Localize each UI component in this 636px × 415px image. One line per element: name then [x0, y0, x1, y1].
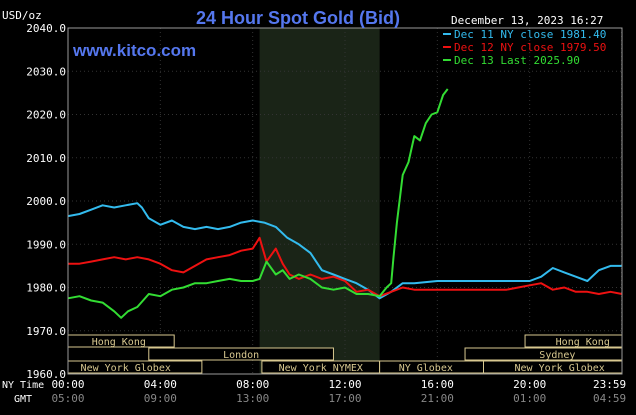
gmt-row-label: GMT	[14, 394, 32, 405]
y-tick-label: 2030.0	[26, 65, 66, 78]
y-tick-label: 1990.0	[26, 238, 66, 251]
y-tick-label: 2010.0	[26, 152, 66, 165]
trading-sessions: Hong Kong Hong Kong London Sydney New York G…	[67, 334, 623, 374]
legend-entry: Dec 12 NY close 1979.50	[454, 41, 606, 54]
session-bar	[148, 347, 334, 361]
session-bar	[379, 360, 484, 374]
session-label: New York NYMEX	[279, 363, 363, 374]
y-tick-label: 1970.0	[26, 325, 66, 338]
y-tick-label: 1960.0	[26, 368, 66, 381]
ny-time-tick-label: 00:00	[51, 378, 84, 391]
ny-time-tick-label: 12:00	[328, 378, 361, 391]
session-label: New York Globex	[515, 363, 605, 374]
session-label: New York Globex	[81, 363, 171, 374]
y-tick-label: 2020.0	[26, 109, 66, 122]
gmt-tick-label: 04:59	[593, 392, 626, 405]
gmt-tick-label: 01:00	[513, 392, 546, 405]
chart-title: 24 Hour Spot Gold (Bid)	[196, 8, 400, 28]
ny-time-tick-label: 20:00	[513, 378, 546, 391]
ny-time-tick-label: 04:00	[144, 378, 177, 391]
legend-entry: Dec 11 NY close 1981.40	[454, 28, 606, 41]
session-label: NY Globex	[399, 363, 453, 374]
gmt-tick-label: 21:00	[421, 392, 454, 405]
series-lines	[67, 88, 623, 319]
y-tick-label: 1980.0	[26, 282, 66, 295]
source-label: www.kitco.com	[72, 41, 196, 60]
ny-time-tick-label: 16:00	[421, 378, 454, 391]
y-tick-label: 2000.0	[26, 195, 66, 208]
legend-entry: Dec 13 Last 2025.90	[454, 54, 580, 67]
timestamp: December 13, 2023 16:27	[451, 14, 603, 27]
ny-time-tick-label: 08:00	[236, 378, 269, 391]
unit-label: USD/oz	[2, 9, 42, 22]
y-tick-label: 2040.0	[26, 22, 66, 35]
shaded-session-window	[259, 28, 380, 374]
gmt-tick-label: 05:00	[51, 392, 84, 405]
session-label: Hong Kong	[556, 337, 610, 348]
y-axis: 2040.0 2030.0 2020.0 2010.0 2000.0 1990.0 1980…	[26, 22, 66, 381]
series-line	[67, 202, 622, 300]
session-label: Sydney	[539, 350, 575, 361]
gmt-tick-label: 13:00	[236, 392, 269, 405]
ny-time-row-label: NY Time	[2, 380, 44, 391]
session-label: Hong Kong	[92, 337, 146, 348]
plot-frame	[67, 27, 623, 375]
series-line	[67, 88, 449, 319]
gmt-tick-label: 17:00	[328, 392, 361, 405]
x-axis: NY Time GMT 00:00 04:00 08:00 12:00 16:00 20:00…	[2, 378, 626, 405]
gmt-tick-label: 09:00	[144, 392, 177, 405]
ny-time-tick-label: 23:59	[593, 378, 626, 391]
session-label: London	[223, 350, 259, 361]
